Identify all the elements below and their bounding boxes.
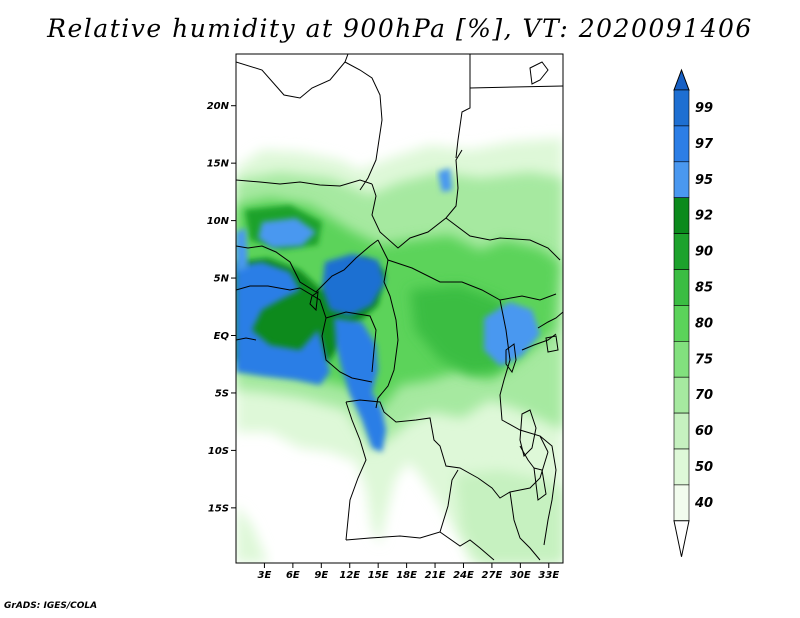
border-line <box>519 445 535 469</box>
border-line <box>325 311 377 373</box>
border-line <box>236 54 349 99</box>
map-plot-area: 20N 15N 10N 5N EQ 5S 10S 15S 3E 6E 9E 12E 15E 18E 21E… <box>207 53 564 581</box>
border-line <box>236 179 373 187</box>
colorbar-label: 75 <box>695 352 713 367</box>
humidity-zone-95-plus-small <box>438 168 452 192</box>
lon-tick-label: 30E <box>510 570 531 581</box>
lon-tick-label: 9E <box>314 570 328 581</box>
border-line <box>345 469 459 541</box>
lon-tick-label: 12E <box>339 570 360 581</box>
border-line <box>344 61 383 191</box>
border-line <box>469 85 563 89</box>
lat-tick-label: 5N <box>214 274 230 285</box>
lon-tick-label: 33E <box>538 570 559 581</box>
colorbar-segment <box>673 448 690 486</box>
humidity-zone-95-plus-north <box>258 218 316 248</box>
colorbar-segment <box>673 197 690 234</box>
colorbar-segment <box>673 89 690 127</box>
border-line <box>345 401 367 541</box>
lat-tick-label: 10N <box>207 216 230 227</box>
humidity-zone-95-plus-east <box>484 302 540 366</box>
lat-tick-label: 10S <box>208 446 229 457</box>
border-line <box>455 54 471 159</box>
border-line <box>236 285 301 291</box>
lat-tick-label: 15N <box>207 159 230 170</box>
colorbar-label: 95 <box>695 173 713 188</box>
lat-tick-label: 5S <box>215 388 229 399</box>
colorbar-label: 90 <box>695 245 713 260</box>
lon-tick-label: 15E <box>368 570 389 581</box>
colorbar-segment <box>673 340 690 378</box>
colorbar-segment <box>673 412 690 450</box>
border-line <box>439 531 495 561</box>
colorbar-segment <box>673 269 690 306</box>
border-line <box>387 259 557 301</box>
border-line <box>236 337 257 341</box>
colorbar-segment <box>673 484 690 522</box>
humidity-zone-95-plus-central <box>322 254 385 316</box>
colorbar-top-arrow <box>673 68 690 91</box>
colorbar-label: 70 <box>695 388 713 403</box>
country-borders <box>236 54 563 561</box>
map-title: Relative humidity at 900hPa [%], VT: 202… <box>47 14 753 43</box>
border-line <box>445 217 561 261</box>
longitude-axis: 3E 6E 9E 12E 15E 18E 21E 24E 27E 30E 33E <box>258 563 559 581</box>
lat-tick-label: 15S <box>208 503 229 514</box>
colorbar-label: 99 <box>695 101 713 116</box>
colorbar-label: 50 <box>695 460 713 475</box>
lake-outline <box>533 467 547 501</box>
lat-tick-label: EQ <box>214 331 230 342</box>
lon-tick-label: 3E <box>258 570 272 581</box>
lake-outline <box>545 335 559 353</box>
lon-tick-label: 6E <box>286 570 300 581</box>
border-line <box>539 435 557 546</box>
border-line <box>499 299 549 453</box>
colorbar-segment <box>673 233 690 270</box>
humidity-zone-95-plus-west <box>236 262 330 385</box>
colorbar-segment <box>673 161 690 199</box>
map-frame <box>235 53 564 564</box>
border-line <box>309 290 319 312</box>
lon-tick-label: 18E <box>396 570 417 581</box>
humidity-zone-40-60-southeast <box>455 470 563 563</box>
lake-outline <box>529 61 549 85</box>
colorbar-label: 40 <box>694 496 713 511</box>
colorbar-label: 60 <box>695 424 713 439</box>
humidity-zone-95-plus-small-2 <box>236 228 248 272</box>
humidity-field <box>236 138 563 563</box>
lon-tick-label: 27E <box>482 570 503 581</box>
colorbar-label: 92 <box>695 209 713 224</box>
humidity-zone-95-plus-coast <box>334 318 386 452</box>
border-line <box>345 399 479 479</box>
colorbar-bottom-arrow <box>673 520 690 557</box>
colorbar-segment <box>673 305 690 342</box>
latitude-axis: 20N 15N 10N 5N EQ 5S 10S 15S <box>207 101 236 514</box>
border-line <box>537 311 563 329</box>
colorbar-label: 85 <box>695 281 713 296</box>
lake-outline <box>519 409 537 457</box>
humidity-zone-40-60-south <box>236 505 268 563</box>
colorbar-label: 97 <box>695 137 714 152</box>
colorbar-segment <box>673 125 690 163</box>
border-line <box>371 149 463 249</box>
lon-tick-label: 24E <box>453 570 474 581</box>
colorbar-label: 80 <box>695 316 713 331</box>
lon-tick-label: 21E <box>425 570 446 581</box>
border-line <box>375 239 399 409</box>
border-line <box>509 491 541 561</box>
border-line <box>236 239 379 293</box>
colorbar: 99 97 95 92 90 85 80 75 70 60 50 40 <box>673 68 714 557</box>
border-line <box>299 287 373 383</box>
colorbar-segment <box>673 376 690 414</box>
lake-outline <box>505 343 517 374</box>
lat-tick-label: 20N <box>207 101 230 112</box>
grads-credit: GrADS: IGES/COLA <box>4 601 98 611</box>
